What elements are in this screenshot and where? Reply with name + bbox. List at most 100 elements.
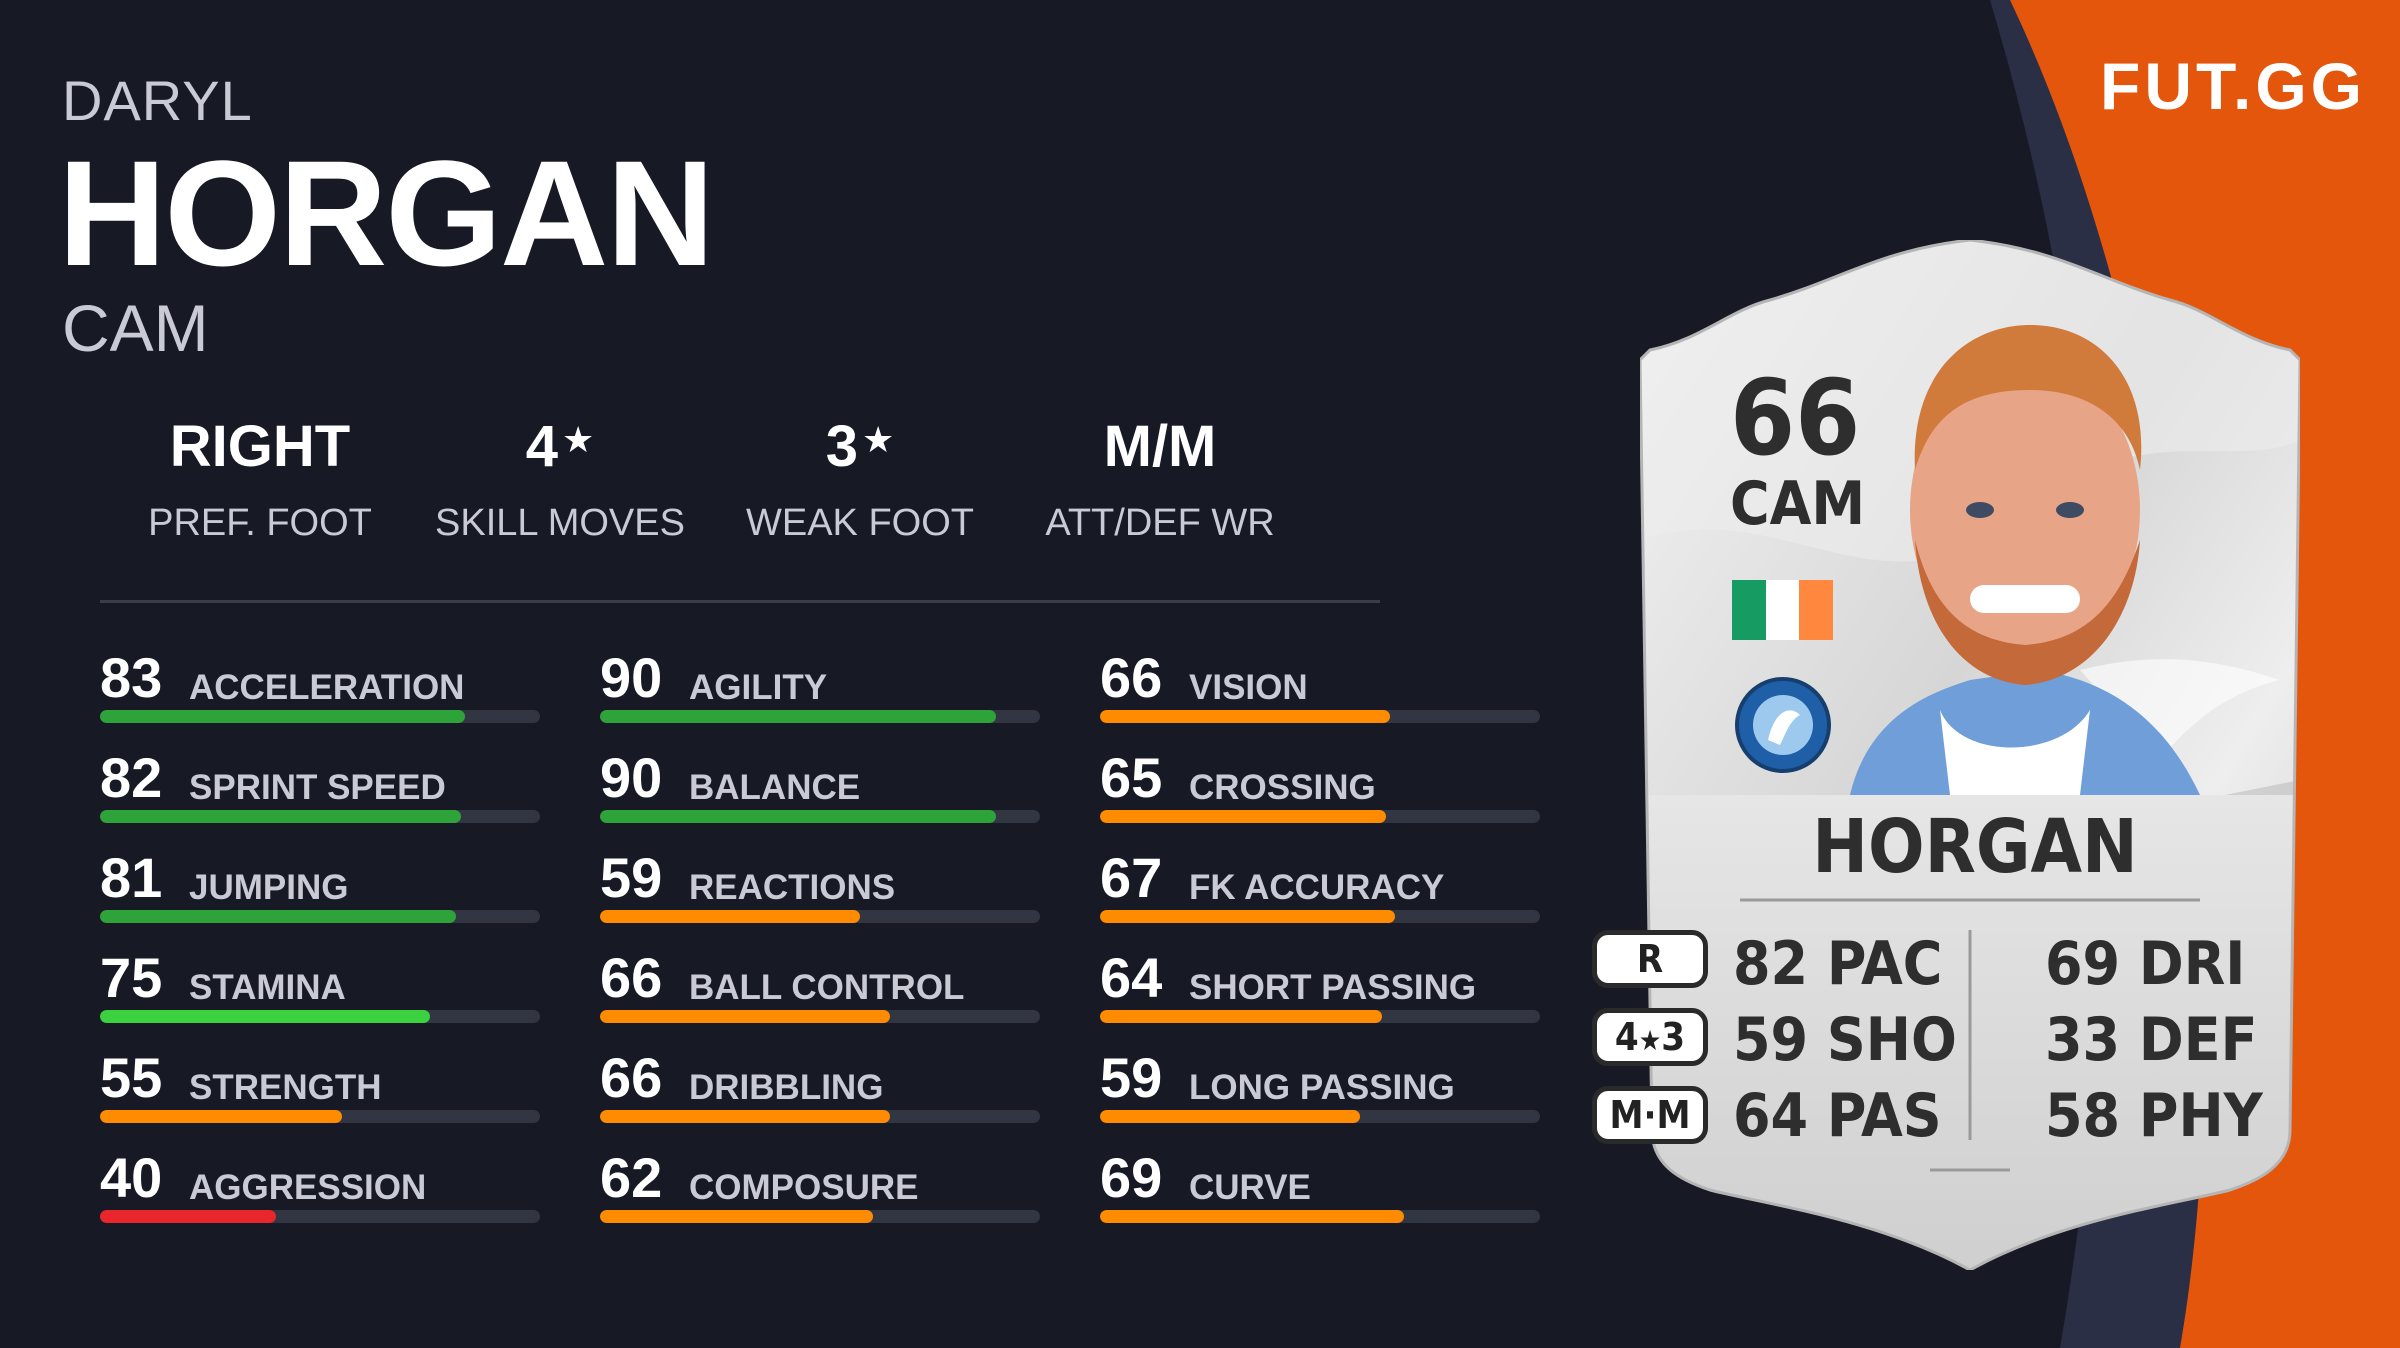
stat-bar-fill xyxy=(100,910,457,923)
info-value: RIGHT xyxy=(169,414,351,479)
player-card[interactable] xyxy=(1640,240,2300,1270)
stat-bar-fill xyxy=(1100,1110,1360,1123)
stat-name: CROSSING xyxy=(1189,768,1376,807)
stat-agility: 90 AGILITY xyxy=(600,650,1040,730)
stat-bar-track xyxy=(100,1210,540,1223)
stat-bar-fill xyxy=(600,1010,891,1023)
pill-skill-weak: 4★3 xyxy=(1592,1008,1708,1066)
stat-value: 66 xyxy=(600,946,663,1009)
info-pref-foot: RIGHT PREF. FOOT xyxy=(110,414,410,544)
card-stat-sho: 59 SHO xyxy=(1733,1005,1957,1075)
stat-acceleration: 83 ACCELERATION xyxy=(100,650,540,730)
stat-value: 65 xyxy=(1100,746,1163,809)
card-stat-dri: 69 DRI xyxy=(2045,929,2246,999)
stat-bar-track xyxy=(100,710,540,723)
pill-pref-foot: R xyxy=(1592,930,1708,988)
stat-name: AGILITY xyxy=(689,668,828,707)
stat-name: COMPOSURE xyxy=(689,1168,919,1207)
stat-bar-fill xyxy=(600,710,996,723)
info-label: ATT/DEF WR xyxy=(1045,502,1275,544)
stat-bar-fill xyxy=(600,910,860,923)
stat-value: 64 xyxy=(1100,946,1163,1009)
stat-name: SPRINT SPEED xyxy=(189,768,446,807)
stat-bar-track xyxy=(100,910,540,923)
stat-bar-fill xyxy=(600,1110,891,1123)
stat-name: FK ACCURACY xyxy=(1189,868,1445,907)
stat-name: BALL CONTROL xyxy=(689,968,965,1007)
stat-value: 67 xyxy=(1100,846,1163,909)
stat-value: 66 xyxy=(1100,646,1163,709)
stat-value: 69 xyxy=(1100,1146,1163,1209)
stat-name: JUMPING xyxy=(189,868,349,907)
stat-bar-fill xyxy=(1100,810,1386,823)
stat-bar-track xyxy=(600,910,1040,923)
stat-bar-track xyxy=(600,810,1040,823)
ireland-flag-icon xyxy=(1732,580,1833,640)
stat-bar-fill xyxy=(1100,710,1391,723)
stat-value: 81 xyxy=(100,846,163,909)
stat-bar-track xyxy=(600,1210,1040,1223)
player-portrait xyxy=(1850,325,2200,795)
stat-name: REACTIONS xyxy=(689,868,896,907)
star-icon: ★ xyxy=(861,419,895,460)
info-weak-foot: 3 ★ WEAK FOOT xyxy=(710,414,1010,544)
stat-bar-track xyxy=(600,1110,1040,1123)
info-value: M/M xyxy=(1103,414,1217,479)
stat-name: STRENGTH xyxy=(189,1068,382,1107)
card-stat-pas: 64 PAS xyxy=(1733,1081,1942,1151)
stat-short-passing: 64 SHORT PASSING xyxy=(1100,950,1540,1030)
stat-bar-fill xyxy=(600,1210,873,1223)
stat-bar-fill xyxy=(1100,1210,1404,1223)
stat-long-passing: 59 LONG PASSING xyxy=(1100,1050,1540,1130)
stat-bar-fill xyxy=(100,710,466,723)
stat-curve: 69 CURVE xyxy=(1100,1150,1540,1230)
stat-bar-fill xyxy=(1100,1010,1382,1023)
stat-value: 62 xyxy=(600,1146,663,1209)
stat-jumping: 81 JUMPING xyxy=(100,850,540,930)
stat-stamina: 75 STAMINA xyxy=(100,950,540,1030)
stat-bar-track xyxy=(1100,910,1540,923)
fut-gg-logo[interactable]: FUT.GG xyxy=(2100,49,2366,123)
stat-bar-fill xyxy=(600,810,996,823)
card-stat-pac: 82 PAC xyxy=(1733,929,1943,999)
pill-work-rate: M·M xyxy=(1592,1086,1708,1144)
info-label: WEAK FOOT xyxy=(746,502,974,544)
player-position: CAM xyxy=(62,291,209,365)
stat-name: SHORT PASSING xyxy=(1189,968,1477,1007)
info-skill-moves: 4 ★ SKILL MOVES xyxy=(410,414,710,544)
stat-value: 59 xyxy=(600,846,663,909)
star-icon: ★ xyxy=(1638,1024,1662,1057)
stat-balance: 90 BALANCE xyxy=(600,750,1040,830)
stat-bar-track xyxy=(100,810,540,823)
card-rating: 66 xyxy=(1730,357,1861,479)
stat-bar-track xyxy=(1100,1010,1540,1023)
stat-bar-track xyxy=(1100,710,1540,723)
card-player-name: HORGAN xyxy=(1812,804,2138,890)
player-first-name: DARYL xyxy=(62,69,253,132)
info-label: PREF. FOOT xyxy=(148,502,372,544)
stat-value: 66 xyxy=(600,1046,663,1109)
info-work-rate: M/M ATT/DEF WR xyxy=(1010,414,1310,544)
stat-value: 59 xyxy=(1100,1046,1163,1109)
info-value: 4 ★ xyxy=(525,414,595,479)
stat-name: DRIBBLING xyxy=(689,1068,884,1107)
stat-name: CURVE xyxy=(1189,1168,1311,1207)
stat-bar-fill xyxy=(1100,910,1395,923)
stat-bar-track xyxy=(100,1010,540,1023)
stat-aggression: 40 AGGRESSION xyxy=(100,1150,540,1230)
stat-value: 90 xyxy=(600,646,663,709)
stat-bar-track xyxy=(1100,1210,1540,1223)
stat-name: VISION xyxy=(1189,668,1308,707)
stat-name: AGGRESSION xyxy=(189,1168,427,1207)
card-stat-phy: 58 PHY xyxy=(2045,1081,2263,1151)
stat-composure: 62 COMPOSURE xyxy=(600,1150,1040,1230)
stat-bar-fill xyxy=(100,810,461,823)
info-label: SKILL MOVES xyxy=(435,502,685,544)
stat-fk-accuracy: 67 FK ACCURACY xyxy=(1100,850,1540,930)
stat-reactions: 59 REACTIONS xyxy=(600,850,1040,930)
stat-name: STAMINA xyxy=(189,968,346,1007)
stat-name: ACCELERATION xyxy=(189,668,465,707)
stat-bar-track xyxy=(1100,1110,1540,1123)
info-value: 3 ★ xyxy=(825,414,895,479)
stat-ball-control: 66 BALL CONTROL xyxy=(600,950,1040,1030)
